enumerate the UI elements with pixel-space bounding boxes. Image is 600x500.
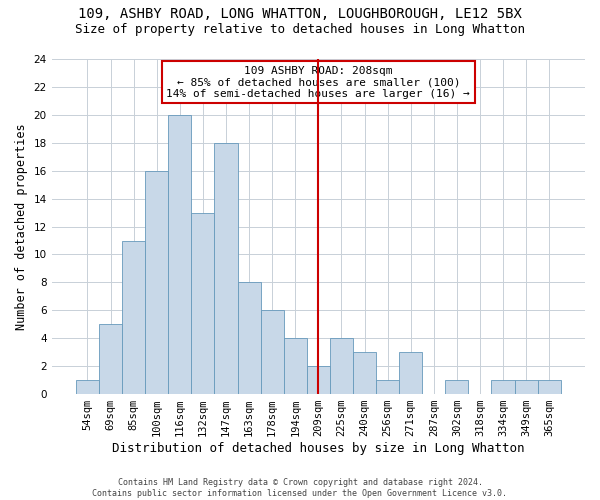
Bar (353, 352, 376, 394)
Bar (538, 380, 561, 394)
X-axis label: Distribution of detached houses by size in Long Whatton: Distribution of detached houses by size … (112, 442, 524, 455)
Bar (376, 380, 399, 394)
Bar (515, 380, 538, 394)
Bar (491, 380, 515, 394)
Text: Contains HM Land Registry data © Crown copyright and database right 2024.
Contai: Contains HM Land Registry data © Crown c… (92, 478, 508, 498)
Bar (76, 380, 99, 394)
Bar (445, 380, 469, 394)
Bar (214, 143, 238, 394)
Text: 109, ASHBY ROAD, LONG WHATTON, LOUGHBOROUGH, LE12 5BX: 109, ASHBY ROAD, LONG WHATTON, LOUGHBORO… (78, 8, 522, 22)
Text: 109 ASHBY ROAD: 208sqm
← 85% of detached houses are smaller (100)
14% of semi-de: 109 ASHBY ROAD: 208sqm ← 85% of detached… (166, 66, 470, 99)
Text: Size of property relative to detached houses in Long Whatton: Size of property relative to detached ho… (75, 22, 525, 36)
Bar (99, 324, 122, 394)
Bar (145, 170, 168, 394)
Bar (122, 240, 145, 394)
Bar (238, 282, 260, 394)
Bar (399, 352, 422, 394)
Bar (307, 366, 330, 394)
Bar (168, 115, 191, 394)
Bar (260, 310, 284, 394)
Y-axis label: Number of detached properties: Number of detached properties (15, 123, 28, 330)
Bar (330, 338, 353, 394)
Bar (284, 338, 307, 394)
Bar (191, 212, 214, 394)
